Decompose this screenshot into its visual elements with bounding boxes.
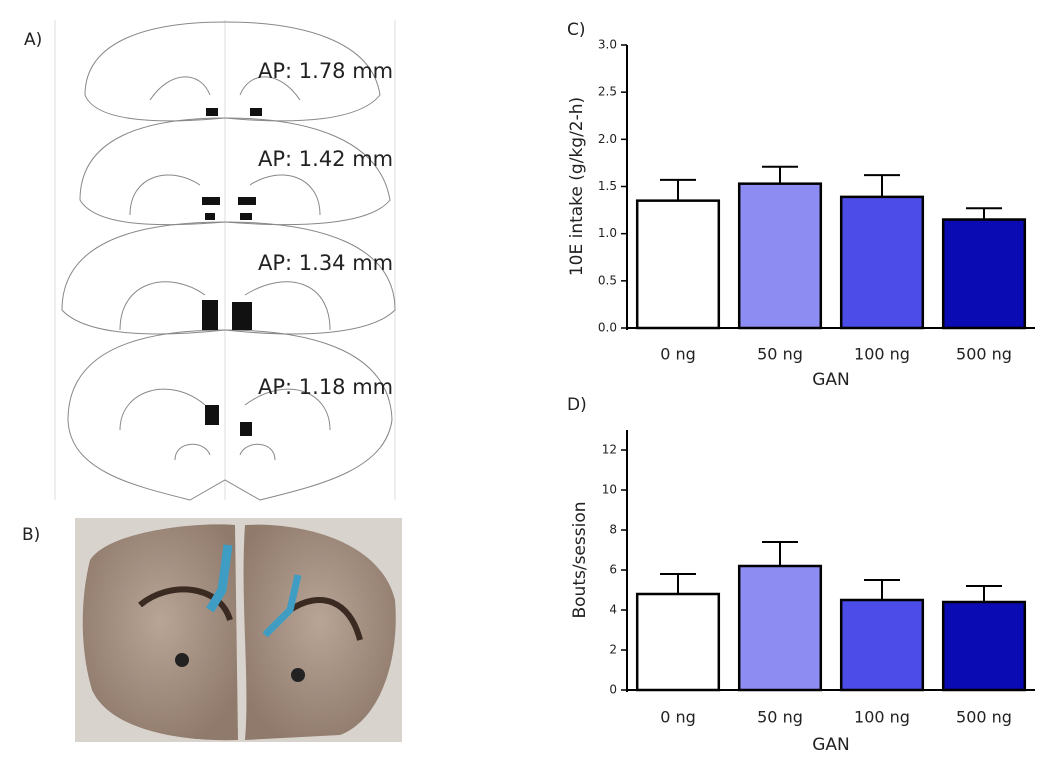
x-axis-label: GAN <box>812 735 850 755</box>
y-tick-label: 12 <box>602 443 617 457</box>
bar <box>737 182 823 330</box>
x-tick-label: 50 ng <box>757 345 803 364</box>
x-tick-label: 0 ng <box>660 345 696 364</box>
atlas-grid <box>54 20 396 500</box>
x-tick-label: 50 ng <box>757 708 803 727</box>
x-axis-label: GAN <box>812 370 850 390</box>
x-tick-label: 500 ng <box>956 345 1012 364</box>
y-tick-label: 0 <box>609 683 617 697</box>
y-tick-label: 6 <box>609 563 617 577</box>
y-tick-label: 1.0 <box>598 226 617 240</box>
y-tick-label: 10 <box>602 483 617 497</box>
section-label: AP: 1.42 mm <box>258 147 393 171</box>
section-label: AP: 1.18 mm <box>258 375 393 399</box>
brain-sections <box>61 21 396 501</box>
x-tick-label: 0 ng <box>660 708 696 727</box>
y-tick-label: 0.5 <box>598 273 617 287</box>
histology-photo <box>75 518 402 742</box>
bar <box>635 592 721 692</box>
panel-label: B) <box>22 525 40 545</box>
y-tick-label: 8 <box>609 523 617 537</box>
bar <box>839 195 925 330</box>
panel-label: D) <box>567 395 587 415</box>
y-axis-label: 10E intake (g/kg/2-h) <box>567 97 587 276</box>
y-tick-label: 0.0 <box>598 321 617 335</box>
injection-marks <box>202 108 262 436</box>
x-tick-label: 500 ng <box>956 708 1012 727</box>
bar <box>941 218 1027 330</box>
section-label: AP: 1.78 mm <box>258 59 393 83</box>
bar <box>737 564 823 692</box>
x-tick-label: 100 ng <box>854 708 910 727</box>
y-tick-label: 4 <box>609 603 617 617</box>
panel-label: A) <box>24 30 42 50</box>
section-label: AP: 1.34 mm <box>258 251 393 275</box>
y-tick-label: 1.5 <box>598 179 617 193</box>
y-tick-label: 3.0 <box>598 38 617 52</box>
y-tick-label: 2 <box>609 643 617 657</box>
y-tick-label: 2.0 <box>598 132 617 146</box>
y-axis-label: Bouts/session <box>570 501 590 618</box>
bar <box>635 199 721 330</box>
x-tick-label: 100 ng <box>854 345 910 364</box>
y-tick-label: 2.5 <box>598 85 617 99</box>
bar <box>839 598 925 692</box>
bar <box>941 600 1027 692</box>
panel-label: C) <box>567 20 586 40</box>
